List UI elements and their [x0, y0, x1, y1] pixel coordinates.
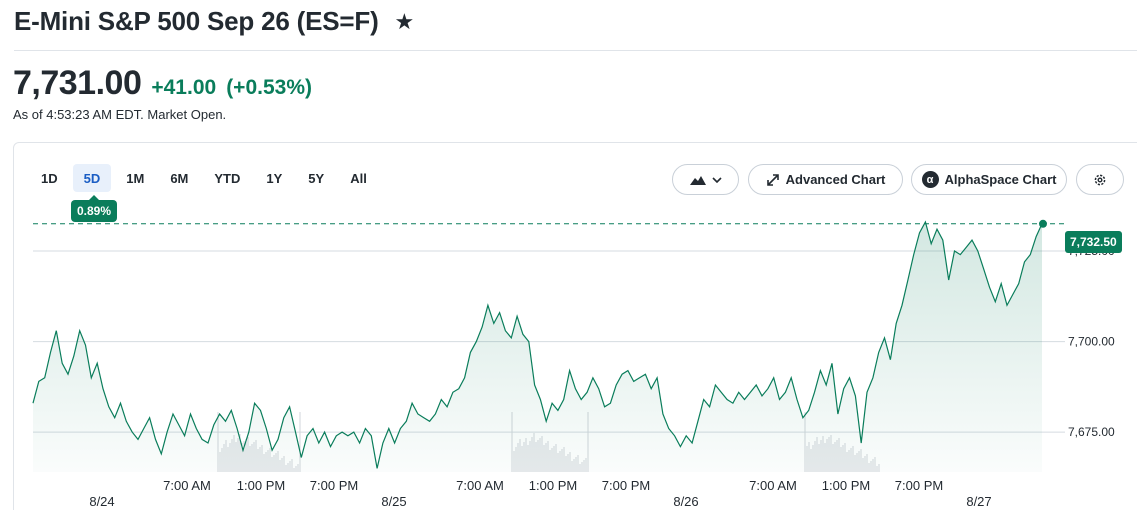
alphaspace-chart-button[interactable]: α AlphaSpace Chart [911, 164, 1067, 195]
price-change: +41.00 [151, 76, 217, 99]
x-date-label: 8/25 [381, 494, 406, 509]
star-icon[interactable]: ★ [394, 8, 415, 34]
alphaspace-chart-label: AlphaSpace Chart [944, 172, 1057, 187]
expand-icon [766, 173, 779, 186]
x-time-label: 7:00 AM [163, 478, 211, 493]
range-ytd[interactable]: YTD [214, 170, 241, 186]
x-time-label: 7:00 PM [895, 478, 943, 493]
mountain-icon [689, 175, 706, 185]
range-1y[interactable]: 1Y [266, 170, 283, 186]
y-tick-label: 7,700.00 [1068, 335, 1115, 349]
x-time-label: 7:00 PM [310, 478, 358, 493]
chart-settings-button[interactable] [1076, 164, 1124, 195]
x-date-label: 8/24 [89, 494, 114, 509]
market-status: As of 4:53:23 AM EDT. Market Open. [13, 107, 227, 122]
range-change-tooltip: 0.89% [71, 195, 118, 222]
range-1m[interactable]: 1M [126, 170, 145, 186]
price-line [32, 220, 1043, 469]
last-price-dot [1039, 219, 1047, 228]
alphaspace-icon: α [921, 171, 939, 188]
advanced-chart-label: Advanced Chart [785, 172, 886, 187]
x-date-label: 8/27 [966, 494, 991, 509]
x-time-label: 1:00 PM [237, 478, 285, 493]
price-area [33, 222, 1042, 472]
x-time-label: 1:00 PM [822, 478, 870, 493]
x-time-label: 1:00 PM [529, 478, 577, 493]
x-time-label: 7:00 AM [456, 478, 504, 493]
gear-icon [1094, 174, 1106, 185]
page-title: E-Mini S&P 500 Sep 26 (ES=F) [14, 6, 379, 36]
title-divider [14, 50, 1137, 51]
range-1d[interactable]: 1D [41, 170, 58, 186]
x-time-label: 7:00 PM [602, 478, 650, 493]
y-tick-label: 7,675.00 [1068, 425, 1115, 439]
last-price: 7,731.00 [13, 64, 142, 102]
price-change-percent: (+0.53%) [226, 76, 312, 99]
chart-type-button[interactable] [672, 164, 739, 195]
x-date-label: 8/26 [673, 494, 698, 509]
range-6m[interactable]: 6M [170, 170, 189, 186]
range-all[interactable]: All [350, 170, 367, 186]
quote-row: 7,731.00 +41.00 (+0.53%) [13, 64, 312, 103]
x-time-label: 7:00 AM [749, 478, 797, 493]
last-price-badge: 7,732.50 [1065, 231, 1122, 253]
range-selector: 1D 5D 1M 6M YTD 1Y 5Y All [30, 164, 378, 192]
range-5d[interactable]: 5D [72, 164, 112, 192]
advanced-chart-button[interactable]: Advanced Chart [748, 164, 903, 195]
chevron-down-icon [711, 176, 722, 183]
range-5y[interactable]: 5Y [308, 170, 325, 186]
